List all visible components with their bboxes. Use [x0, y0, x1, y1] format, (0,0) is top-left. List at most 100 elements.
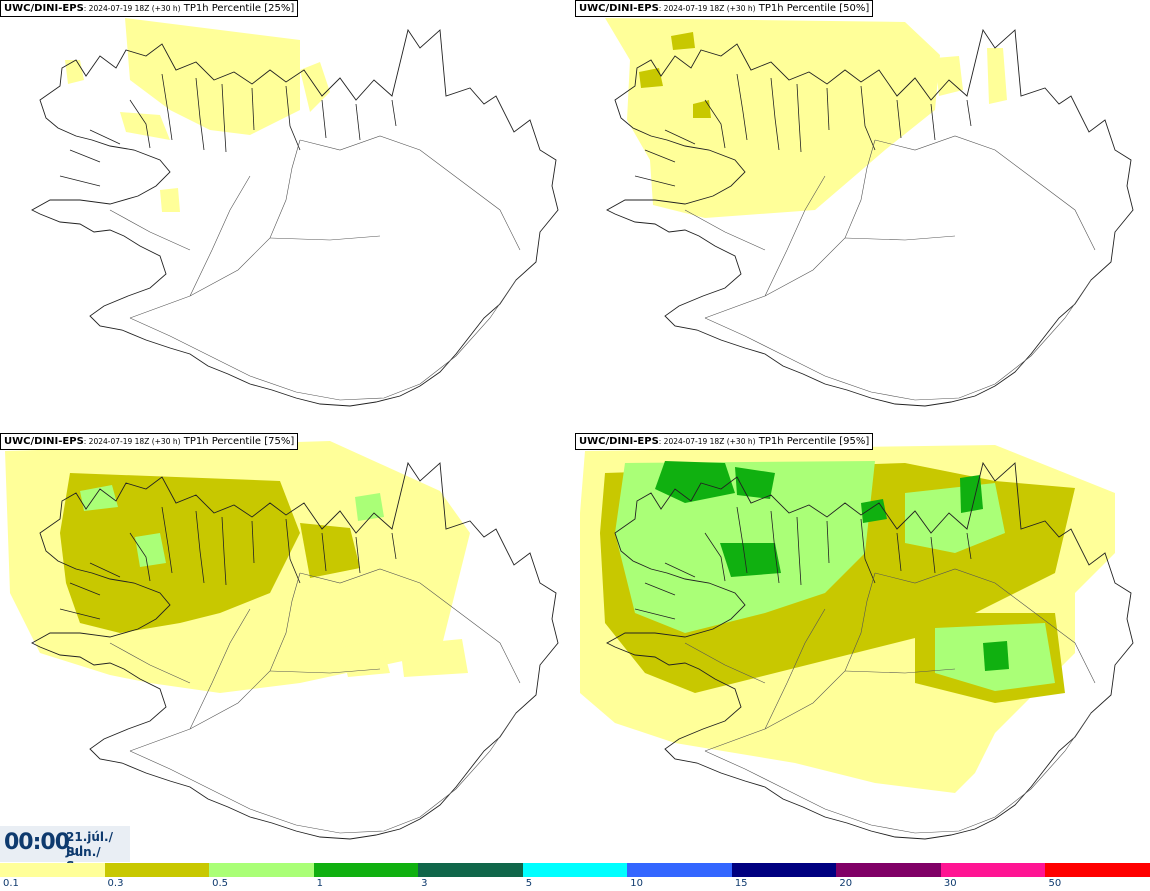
fjord-line [664, 129, 696, 145]
fjord-line [896, 99, 902, 139]
road-line [129, 712, 517, 834]
panel-title-p25: UWC/DINI-EPS: 2024-07-19 18Z (+30 h) TP1… [0, 0, 299, 17]
legend-swatch [522, 863, 628, 877]
road-line [189, 608, 251, 730]
precip-field [355, 493, 384, 521]
legend-tick-label: 50 [1048, 878, 1062, 889]
fjord-line [89, 129, 121, 145]
precipitation-color-legend: 0.1 0.3 0.5 1 3 5 10 15 20 30 50 [0, 863, 1150, 891]
road-line [844, 235, 956, 241]
precip-field [340, 638, 390, 677]
fjord-line [930, 103, 936, 141]
model-label: UWC/DINI-EPS [579, 436, 659, 447]
panel-title-p50: UWC/DINI-EPS: 2024-07-19 18Z (+30 h) TP1… [575, 0, 874, 17]
fjord-line [161, 506, 173, 574]
fjord-line [285, 518, 301, 584]
fjord-line [634, 608, 676, 620]
precip-field [300, 523, 360, 578]
valid-time: 00:00 [4, 830, 70, 855]
fjord-line [355, 536, 361, 574]
valid-time-box: 00:00 21.júl./ Jul Sun./ Sun [0, 826, 130, 873]
precip-field [861, 499, 887, 523]
fjord-line [930, 536, 936, 574]
product-label: TP1h Percentile [95%] [755, 436, 870, 447]
fjord-line [321, 99, 327, 139]
fjord-line [966, 532, 972, 560]
model-label: UWC/DINI-EPS [579, 3, 659, 14]
run-label: : 2024-07-19 18Z (+30 h) [83, 437, 181, 446]
precip-field [120, 112, 170, 140]
precip-field [60, 473, 300, 633]
road-line [684, 209, 766, 251]
fjord-line [860, 518, 876, 584]
precip-field [983, 641, 1009, 671]
legend-swatch [104, 863, 210, 877]
fjord-line [966, 99, 972, 127]
map-panel-p95: UWC/DINI-EPS: 2024-07-19 18Z (+30 h) TP1… [575, 433, 1150, 865]
road-line [684, 642, 766, 684]
fjord-line [69, 149, 101, 163]
fjord-line [285, 85, 301, 151]
fjord-line [634, 175, 676, 187]
product-label: TP1h Percentile [75%] [180, 436, 295, 447]
fjord-line [89, 562, 121, 578]
fjord-line [221, 83, 227, 153]
legend-tick-label: 0.5 [212, 878, 228, 889]
road-line [299, 568, 521, 684]
map-panel-p50: UWC/DINI-EPS: 2024-07-19 18Z (+30 h) TP1… [575, 0, 1150, 432]
road-line [129, 279, 517, 401]
fjord-line [251, 87, 255, 131]
legend-tick-label: 30 [943, 878, 957, 889]
coastline [606, 461, 1134, 840]
precip-field [693, 100, 711, 118]
run-label: : 2024-07-19 18Z (+30 h) [658, 4, 756, 13]
fjord-line [59, 608, 101, 620]
run-label: : 2024-07-19 18Z (+30 h) [658, 437, 756, 446]
road-line [299, 135, 521, 251]
run-label: : 2024-07-19 18Z (+30 h) [83, 4, 181, 13]
road-line [874, 568, 1096, 684]
fjord-line [826, 87, 830, 131]
fjord-line [195, 510, 205, 584]
road-line [704, 279, 1092, 401]
fjord-line [161, 73, 173, 141]
iceland-map-p95 [580, 445, 1134, 840]
legend-tick-label: 0.1 [3, 878, 19, 889]
legend-tick-label: 5 [525, 878, 533, 889]
legend-tick-label: 1 [316, 878, 323, 889]
legend-swatch [1045, 863, 1150, 877]
road-line [764, 175, 826, 297]
precip-field [65, 60, 84, 84]
fjord-line [704, 532, 726, 582]
panel-title-p95: UWC/DINI-EPS: 2024-07-19 18Z (+30 h) TP1… [575, 433, 874, 450]
model-label: UWC/DINI-EPS [4, 436, 84, 447]
precip-field [960, 475, 983, 513]
fjord-line [129, 532, 151, 582]
road-line [764, 608, 826, 730]
fjord-line [860, 85, 876, 151]
iceland-map-p50 [605, 18, 1134, 407]
valid-date-line1: 21.júl./ Jul [66, 830, 113, 858]
legend-tick-label: 15 [734, 878, 748, 889]
legend-tick-label: 10 [630, 878, 643, 889]
legend-swatch [313, 863, 419, 877]
fjord-line [221, 516, 227, 586]
fjord-line [391, 532, 397, 560]
fjord-line [704, 99, 726, 149]
iceland-map-p75 [5, 441, 559, 840]
precip-field [655, 461, 735, 503]
fjord-line [59, 175, 101, 187]
precip-field [987, 48, 1007, 104]
fjord-line [69, 582, 101, 596]
road-line [269, 668, 381, 674]
fjord-line [644, 582, 676, 596]
precip-field [605, 18, 940, 218]
model-label: UWC/DINI-EPS [4, 3, 84, 14]
precip-field [135, 533, 166, 567]
road-line [269, 235, 381, 241]
fjord-line [251, 520, 255, 564]
fjord-line [664, 562, 696, 578]
fjord-line [321, 532, 327, 572]
precip-field [935, 56, 963, 96]
map-panel-p75: UWC/DINI-EPS: 2024-07-19 18Z (+30 h) TP1… [0, 433, 575, 865]
